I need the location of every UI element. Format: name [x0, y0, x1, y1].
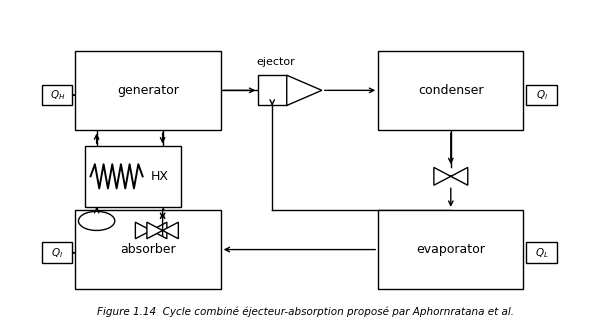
Text: $Q_H$: $Q_H$	[49, 88, 65, 102]
Polygon shape	[287, 75, 322, 106]
Text: $Q_l$: $Q_l$	[51, 246, 64, 260]
Bar	[75, 210, 221, 289]
Bar	[42, 242, 73, 263]
Polygon shape	[147, 222, 178, 239]
Bar	[378, 210, 524, 289]
Bar	[527, 242, 557, 263]
Text: evaporator: evaporator	[416, 243, 485, 256]
Text: condenser: condenser	[418, 84, 483, 97]
Text: generator: generator	[117, 84, 179, 97]
Bar	[84, 146, 181, 207]
Bar	[527, 85, 557, 106]
Polygon shape	[434, 168, 468, 185]
Text: absorber: absorber	[120, 243, 176, 256]
Bar	[42, 85, 73, 106]
Text: $Q_l$: $Q_l$	[536, 88, 547, 102]
Bar	[75, 51, 221, 130]
Text: HX: HX	[151, 170, 169, 183]
Text: ejector: ejector	[257, 57, 295, 67]
Text: Figure 1.14  Cycle combiné éjecteur-absorption proposé par Aphornratana et al.: Figure 1.14 Cycle combiné éjecteur-absor…	[97, 307, 514, 317]
Bar	[378, 51, 524, 130]
Text: $Q_L$: $Q_L$	[535, 246, 549, 260]
Bar	[258, 75, 287, 106]
Polygon shape	[136, 222, 167, 239]
